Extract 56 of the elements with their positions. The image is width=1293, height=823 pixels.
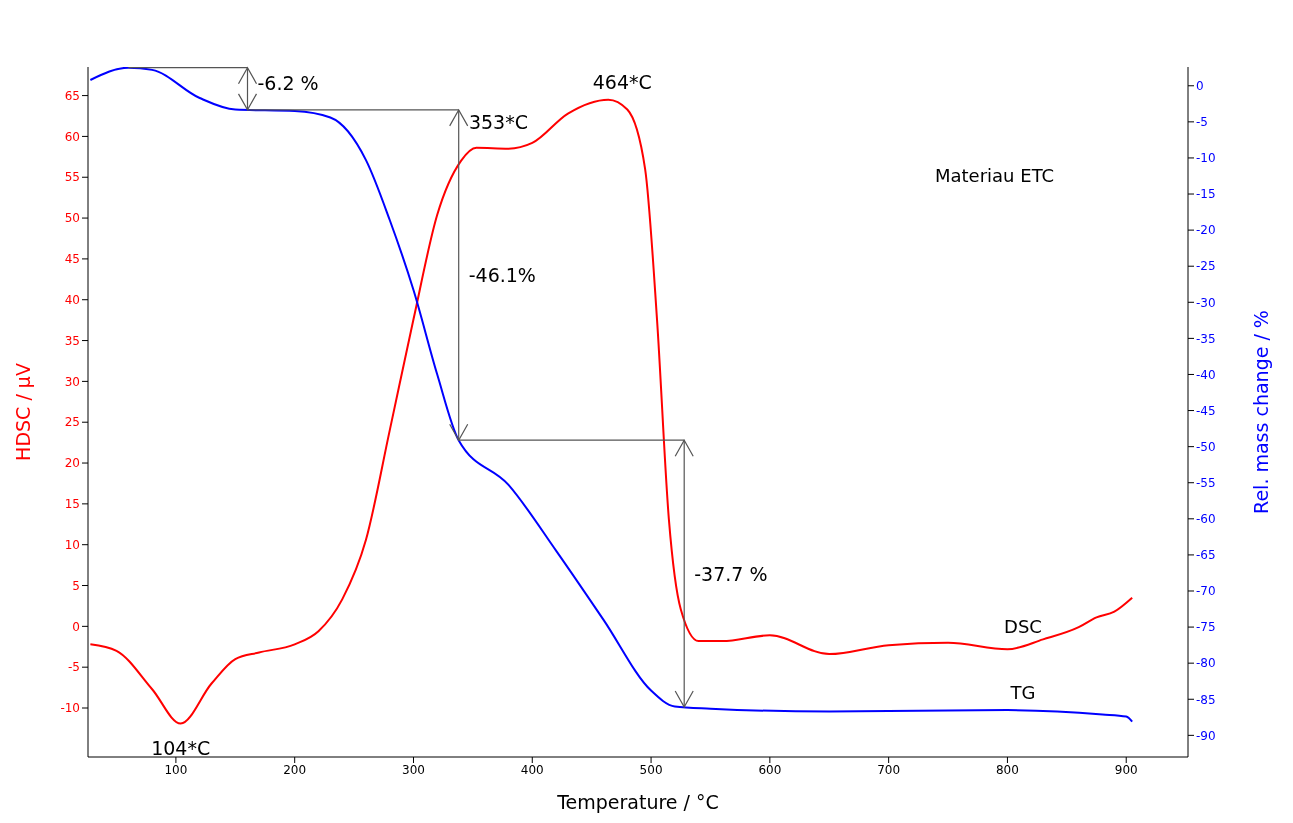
y2-tick-label: -60: [1196, 512, 1216, 527]
annotation: -37.7 %: [694, 562, 768, 585]
y2-tick-label: -35: [1196, 331, 1216, 346]
x-axis-title: Temperature / °C: [556, 791, 719, 813]
x-tick-label: 600: [758, 762, 782, 777]
y-tick-label: 20: [64, 456, 80, 471]
annotation: 464*C: [592, 70, 652, 93]
y2-tick-label: -45: [1196, 403, 1216, 418]
y2-tick-label: -90: [1196, 728, 1216, 743]
y-tick-label: 10: [64, 537, 80, 552]
y2-tick-label: -80: [1196, 656, 1216, 671]
y2-tick-label: -40: [1196, 367, 1216, 382]
annotation: -46.1%: [468, 264, 536, 287]
y2-tick-label: -55: [1196, 475, 1216, 490]
y2-tick-label: -15: [1196, 187, 1216, 202]
y-tick-label: -5: [68, 660, 80, 675]
y2-tick-label: -70: [1196, 584, 1216, 599]
y2-tick-label: -20: [1196, 223, 1216, 238]
x-tick-label: 100: [164, 762, 188, 777]
y-tick-label: 50: [64, 211, 80, 226]
y-tick-label: 65: [64, 88, 80, 103]
y2-tick-label: -25: [1196, 259, 1216, 274]
y2-tick-label: -85: [1196, 692, 1216, 707]
y-tick-label: 45: [64, 252, 80, 267]
y-tick-label: 35: [64, 333, 80, 348]
x-tick-label: 700: [877, 762, 901, 777]
y-tick-label: 40: [64, 292, 80, 307]
y2-tick-label: -75: [1196, 620, 1216, 635]
y2-tick-label: 0: [1196, 79, 1204, 94]
annotation: 353*C: [468, 110, 528, 133]
y-tick-label: 60: [64, 129, 80, 144]
y2-axis-title: Rel. mass change / %: [1250, 310, 1272, 514]
x-tick-label: 500: [639, 762, 663, 777]
annotation: -6.2 %: [257, 71, 319, 94]
y-tick-label: 30: [64, 374, 80, 389]
series-label: TG: [1009, 681, 1036, 703]
y2-tick-label: -5: [1196, 115, 1208, 130]
y-tick-label: -10: [60, 701, 80, 716]
y2-tick-label: -10: [1196, 151, 1216, 166]
annotation: Materiau ETC: [935, 165, 1055, 186]
y-tick-label: 0: [72, 619, 80, 634]
x-tick-label: 800: [995, 762, 1019, 777]
y-tick-label: 15: [64, 497, 80, 512]
x-tick-label: 200: [283, 762, 307, 777]
y2-tick-label: -30: [1196, 295, 1216, 310]
y-tick-label: 5: [72, 578, 80, 593]
y-tick-label: 55: [64, 170, 80, 185]
x-tick-label: 900: [1114, 762, 1138, 777]
y-tick-label: 25: [64, 415, 80, 430]
x-tick-label: 300: [402, 762, 425, 777]
x-tick-label: 400: [520, 762, 544, 777]
y2-tick-label: -50: [1196, 439, 1216, 454]
y-axis-title: HDSC / µV: [12, 363, 34, 461]
annotation: 104*C: [151, 736, 211, 759]
series-label: DSC: [1004, 615, 1042, 637]
y2-tick-label: -65: [1196, 548, 1216, 563]
